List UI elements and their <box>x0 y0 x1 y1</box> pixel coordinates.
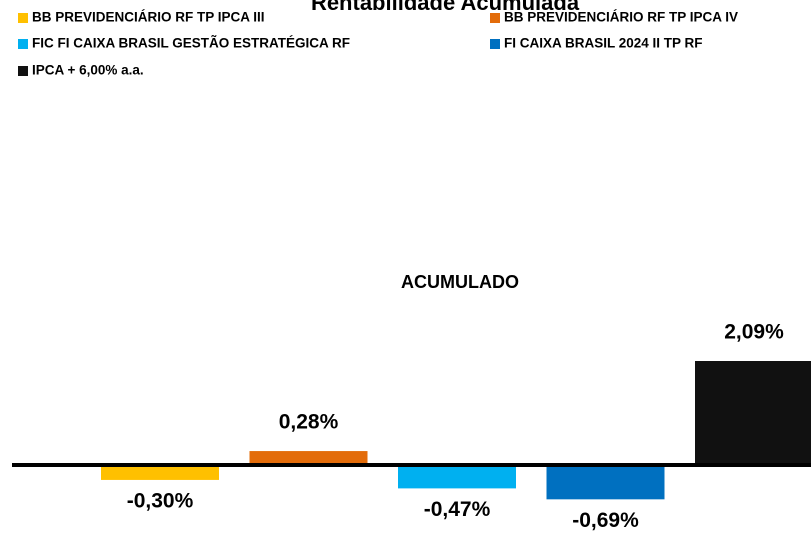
legend-swatch <box>18 66 28 76</box>
legend-label: FIC FI CAIXA BRASIL GESTÃO ESTRATÉGICA R… <box>32 36 350 51</box>
bar <box>398 465 516 489</box>
legend-label: IPCA + 6,00% a.a. <box>32 63 144 78</box>
legend-swatch <box>490 13 500 23</box>
legend-label: BB PREVIDENCIÁRIO RF TP IPCA III <box>32 10 265 25</box>
legend-swatch <box>18 39 28 49</box>
bar <box>101 465 219 480</box>
value-label: -0,30% <box>127 489 194 512</box>
chart-title: Rentabilidade Acumulada <box>311 0 580 15</box>
legend-label: BB PREVIDENCIÁRIO RF TP IPCA IV <box>504 10 738 25</box>
value-label: 0,28% <box>279 411 339 434</box>
value-label: 2,09% <box>724 321 784 344</box>
bar <box>695 361 811 465</box>
value-label: -0,47% <box>424 498 491 521</box>
value-label: -0,69% <box>572 509 639 532</box>
category-label: ACUMULADO <box>401 272 519 292</box>
legend-swatch <box>490 39 500 49</box>
legend-swatch <box>18 13 28 23</box>
legend-label: FI CAIXA BRASIL 2024 II TP RF <box>504 36 703 51</box>
bar <box>546 465 665 500</box>
bar <box>249 451 368 465</box>
